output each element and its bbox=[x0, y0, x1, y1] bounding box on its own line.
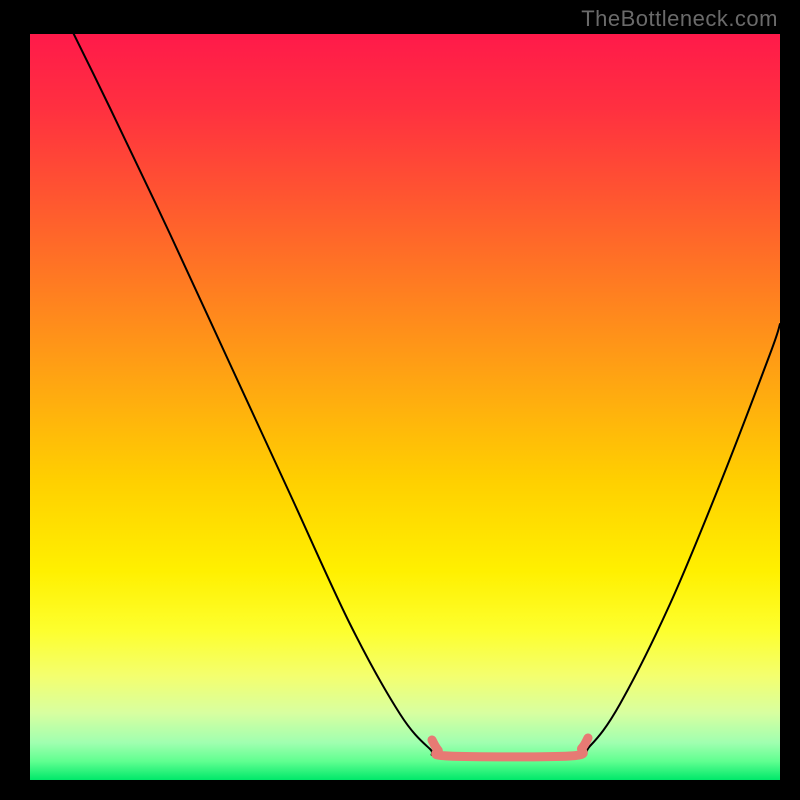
plot-area bbox=[30, 34, 780, 780]
watermark-text: TheBottleneck.com bbox=[581, 6, 778, 32]
plot-svg bbox=[30, 34, 780, 780]
gradient-background bbox=[30, 34, 780, 780]
chart-frame: TheBottleneck.com bbox=[0, 0, 800, 800]
